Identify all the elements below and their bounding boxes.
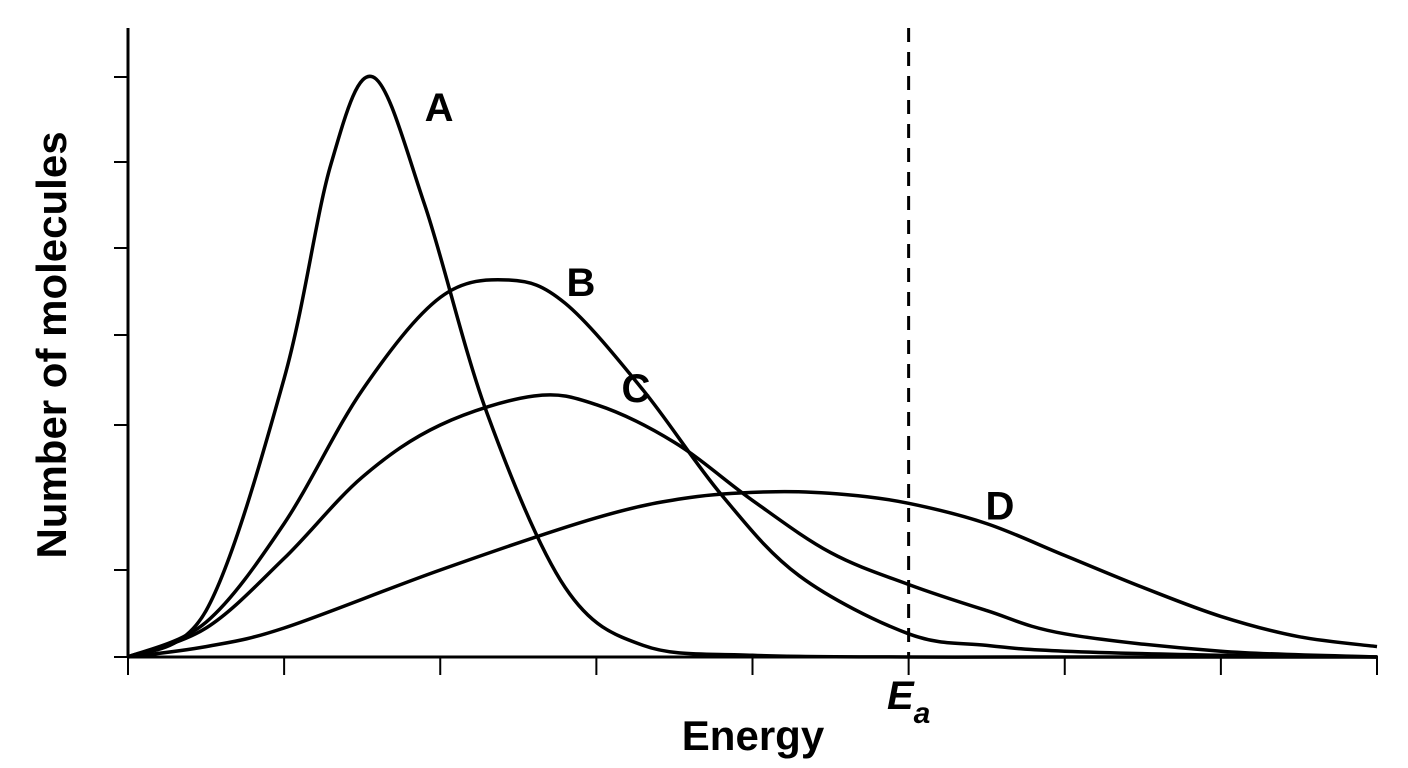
curve-c xyxy=(127,393,1378,659)
curve-d xyxy=(127,489,1378,659)
curve-label-b: B xyxy=(566,261,595,305)
curve-labels: A B C D xyxy=(425,86,1015,529)
distribution-curves xyxy=(127,74,1378,659)
x-axis-title: Energy xyxy=(682,712,825,759)
tick-marks xyxy=(114,76,1378,675)
curve-label-d: D xyxy=(985,485,1014,529)
activation-energy-label: Ea xyxy=(887,674,930,730)
curve-label-c: C xyxy=(621,367,650,411)
ea-main-text: E xyxy=(887,674,915,718)
ea-subscript-text: a xyxy=(914,697,931,730)
y-axis-title: Number of molecules xyxy=(28,131,75,558)
curve-label-a: A xyxy=(425,86,454,130)
curve-b xyxy=(127,277,1378,659)
curve-a xyxy=(127,74,1377,659)
